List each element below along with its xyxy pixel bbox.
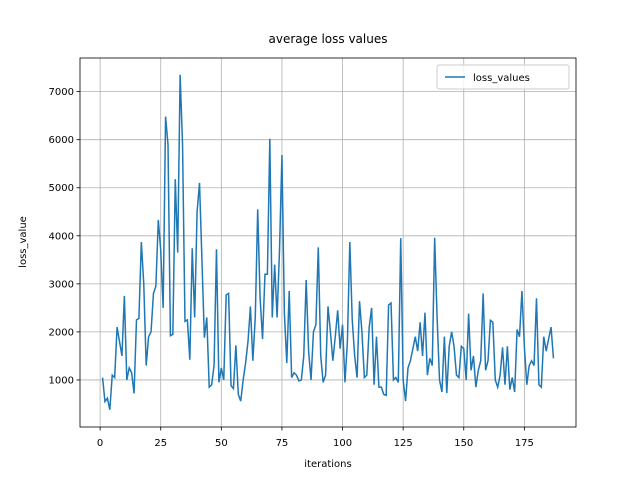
- y-tick-label: 2000: [49, 327, 74, 338]
- x-tick-label: 175: [515, 438, 534, 449]
- x-tick-label: 125: [394, 438, 413, 449]
- y-tick-label: 5000: [49, 183, 74, 194]
- x-tick-label: 50: [215, 438, 228, 449]
- x-tick-label: 25: [154, 438, 167, 449]
- y-tick-label: 1000: [49, 375, 74, 386]
- axes-frame: [79, 57, 577, 428]
- y-tick-label: 6000: [49, 135, 74, 146]
- legend-box: [436, 64, 570, 90]
- y-axis-label: loss_value: [18, 216, 29, 268]
- legend-label: loss_values: [473, 73, 530, 84]
- y-tick-label: 3000: [49, 279, 74, 290]
- x-tick-label: 150: [454, 438, 473, 449]
- x-tick-label: 100: [333, 438, 352, 449]
- x-tick-label: 75: [276, 438, 289, 449]
- y-tick-label: 4000: [49, 231, 74, 242]
- line-series: [101, 74, 555, 410]
- chart-title: average loss values: [269, 32, 388, 46]
- x-tick-label: 0: [97, 438, 103, 449]
- x-axis-label: iterations: [304, 459, 351, 470]
- y-tick-label: 7000: [49, 87, 74, 98]
